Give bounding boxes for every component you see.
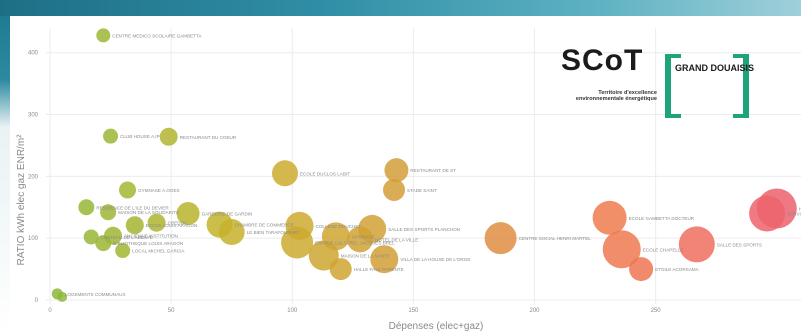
data-point	[383, 178, 406, 201]
logo-bracket-left	[665, 54, 681, 118]
x-tick-label: 150	[408, 308, 419, 314]
data-point-label: ESPACE CULTUREL JACQUES BREL	[315, 241, 395, 246]
data-point	[100, 204, 117, 221]
data-point	[484, 222, 517, 255]
x-tick-label: 0	[48, 308, 52, 314]
data-point-label: STADE SAINT	[407, 188, 437, 193]
y-tick-label: 300	[28, 113, 39, 119]
data-point-label: SALLE DES SPORTS	[717, 242, 762, 247]
x-tick-label: 100	[287, 308, 298, 314]
data-point-label: COLLEGE DOUCHET	[316, 224, 362, 229]
data-point-label: CHATEAU DE L'ABBAYE	[101, 235, 153, 240]
data-point-label: SALLE DES SPORTS PLANCHON	[388, 227, 460, 232]
data-point	[321, 222, 350, 251]
data-point-label: CREDOC	[168, 221, 189, 226]
data-point	[57, 291, 68, 302]
data-point-label: CLUB HOUSE A.IP	[120, 134, 160, 139]
header-band	[0, 0, 801, 16]
data-point-label: RESTAURANT DE ST	[410, 168, 456, 173]
chart-points	[51, 28, 797, 302]
data-point	[592, 200, 627, 235]
data-point-label: ECOLE LOUIS ARAGON	[146, 223, 198, 228]
data-point	[119, 181, 137, 199]
x-tick-label: 250	[651, 308, 662, 314]
data-point-label: SERVICES TECHNIQUES	[787, 211, 801, 216]
data-point	[176, 201, 200, 225]
data-point	[749, 195, 786, 232]
data-point	[96, 28, 111, 43]
y-tick-label: 0	[35, 298, 39, 304]
data-point-label: CHAMBRE DE COMMERCE	[235, 223, 294, 228]
x-axis-ticks: 0 50 100 150 200 250	[48, 308, 661, 314]
data-point-label: RESIDENCE DE L'ILE DU DEVIER	[96, 205, 169, 210]
x-axis-title: Dépenses (elec+gaz)	[389, 321, 484, 332]
data-point	[78, 199, 95, 216]
data-point-label: ECOLE DUCLOS LABIT	[300, 171, 350, 176]
data-point-label: CENTRE SOCIAL HENRI MARTEL	[519, 236, 592, 241]
x-tick-label: 200	[530, 308, 541, 314]
y-tick-label: 400	[28, 51, 39, 57]
logo-bracket-right	[733, 54, 749, 118]
data-point	[285, 211, 314, 240]
data-point-label: HALLE PAUL PARENTE	[354, 267, 404, 272]
y-tick-label: 100	[28, 236, 39, 242]
data-point-label: LE BIEN TARAFOURNET	[247, 230, 300, 235]
data-point-label: MAISON DE LA SANTE	[341, 253, 390, 258]
data-point-label: GYMNASE	[352, 234, 375, 239]
data-point	[103, 128, 119, 144]
y-axis-title: RATIO kWh elec gaz ENR/m²	[16, 134, 27, 266]
data-point-label: LOCAL MICHEL GARCIA	[132, 249, 185, 254]
data-point	[384, 158, 409, 183]
data-point	[271, 160, 298, 187]
y-tick-label: 200	[28, 174, 39, 180]
data-point-label: VILLA DE LA HOUSE DE L'ORGE	[400, 257, 470, 262]
data-point	[329, 258, 352, 281]
data-point-label: RESTAURANT DU COEUR	[180, 135, 237, 140]
logo-brand-suffix: GRAND DOUAISIS	[675, 63, 755, 73]
data-point-label: BIBLIOTHEQUE LOUIS ARAGON	[113, 241, 183, 246]
data-point-label: LOGEMENTS COMMUNAUX	[65, 292, 126, 297]
scot-logo: SCoT GRAND DOUAISIS Territoire d'excelle…	[555, 40, 755, 122]
data-point	[678, 226, 715, 263]
data-point	[147, 213, 166, 232]
data-point	[218, 219, 245, 245]
data-point-label: HOTEL DE VILLE	[799, 207, 801, 212]
y-axis-ticks: 0 100 200 300 400	[28, 51, 39, 304]
data-point-label: ECOLE CHAPELLE	[643, 247, 684, 252]
data-point-label: ECOLE GAMBETTA DOCTEUR	[629, 216, 695, 221]
data-point-label: ANCIENNE INSTITUTION	[124, 234, 178, 239]
data-point	[347, 226, 374, 253]
data-point-label: HOTEL DE LA VILLE	[375, 237, 418, 242]
data-point-label: GARDERIE DE GARDIN	[202, 211, 253, 216]
data-point-label: CENTRE MEDICO SCOLAIRE GAMBETTA	[112, 33, 202, 38]
left-edge-decoration	[0, 16, 10, 334]
x-tick-label: 50	[168, 308, 175, 314]
data-point	[159, 127, 178, 146]
data-point-label: ETOILE ACORSAMA	[655, 267, 700, 272]
chart-point-labels: CENTRE MEDICO SCOLAIRE GAMBETTA CLUB HOUS…	[65, 33, 801, 296]
data-point	[125, 216, 144, 235]
data-point	[95, 235, 112, 252]
data-point	[115, 243, 131, 259]
data-point	[629, 257, 654, 282]
data-point	[602, 230, 641, 269]
data-point	[83, 229, 99, 245]
data-point-label: GYMNASE A.OGES	[138, 188, 180, 193]
logo-tagline: Territoire d'excellence environnementale…	[575, 90, 657, 103]
data-point	[370, 245, 399, 274]
data-point-label: MAISON DE LA SOLIDARITE	[118, 210, 179, 215]
logo-brand: SCoT	[561, 44, 644, 77]
